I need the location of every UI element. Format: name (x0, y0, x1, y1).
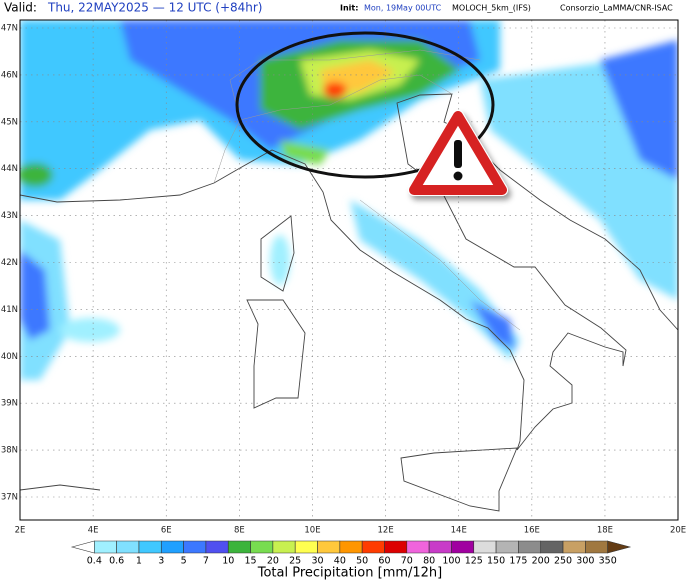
colorbar-swatch (205, 540, 229, 554)
colorbar-swatch (451, 540, 475, 554)
colorbar-swatch (495, 540, 519, 554)
lat-label: 39N (1, 399, 18, 409)
colorbar-swatch (94, 540, 117, 554)
colorbar-label: 125 (465, 556, 483, 567)
colorbar-label: 50 (356, 556, 368, 567)
lon-label: 12E (378, 526, 394, 536)
lon-label: 4E (88, 526, 99, 536)
lat-label: 38N (1, 446, 18, 456)
colorbar-swatch (317, 540, 341, 554)
colorbar: 0.4 0.6 1 3 5 7 10 15 20 25 30 40 50 60 70 80 100 125 150 1… (70, 540, 632, 567)
lon-label: 20E (670, 526, 686, 536)
colorbar-swatch (183, 540, 207, 554)
colorbar-swatch (339, 540, 363, 554)
precipitation-field (20, 20, 678, 380)
colorbar-label: 7 (203, 556, 209, 567)
colorbar-swatch (138, 540, 162, 554)
colorbar-label: 80 (423, 556, 435, 567)
colorbar-label: 10 (222, 556, 234, 567)
colorbar-label: 70 (401, 556, 413, 567)
model-name: MOLOCH_5km_(IFS) (452, 4, 531, 13)
map (20, 20, 678, 520)
init-time: Mon, 19May 00UTC (364, 4, 442, 13)
colorbar-label: 0.4 (87, 556, 102, 567)
colorbar-title: Total Precipitation [mm/12h] (257, 566, 443, 581)
lat-label: 44N (1, 164, 18, 174)
colorbar-swatch (585, 540, 608, 554)
colorbar-label: 3 (158, 556, 164, 567)
colorbar-swatch (294, 540, 318, 554)
lon-label: 8E (234, 526, 245, 536)
colorbar-swatch (540, 540, 564, 554)
lat-label: 46N (1, 70, 18, 80)
axis-labels: 47N 46N 45N 44N 43N 42N 41N 40N 39N 38N 37N 2E 4E 6E 8… (1, 24, 686, 536)
colorbar-swatch (518, 540, 542, 554)
lon-label: 14E (451, 526, 467, 536)
colorbar-swatch (227, 540, 251, 554)
lat-label: 47N (1, 24, 18, 34)
map-frame (19, 19, 679, 521)
colorbar-label: 15 (245, 556, 257, 567)
colorbar-swatch (250, 540, 274, 554)
colorbar-swatch (384, 540, 408, 554)
colorbar-label: 250 (554, 556, 572, 567)
colorbar-swatch (116, 540, 140, 554)
graticule (20, 20, 678, 520)
colorbar-swatch (361, 540, 385, 554)
lon-label: 16E (524, 526, 540, 536)
lon-label: 2E (15, 526, 26, 536)
init-label: Init: (340, 4, 358, 13)
colorbar-swatch (473, 540, 497, 554)
lat-label: 37N (1, 493, 18, 503)
colorbar-label: 175 (509, 556, 527, 567)
colorbar-swatch (406, 540, 430, 554)
colorbar-swatch (428, 540, 452, 554)
lon-label: 18E (597, 526, 613, 536)
lon-label: 6E (161, 526, 172, 536)
colorbar-label: 300 (576, 556, 594, 567)
colorbar-label: 30 (311, 556, 323, 567)
lat-label: 41N (1, 305, 18, 315)
colorbar-label: 5 (181, 556, 187, 567)
colorbar-swatch (607, 540, 632, 554)
colorbar-label: 200 (532, 556, 550, 567)
borders (213, 49, 521, 331)
colorbar-swatch (70, 540, 95, 554)
colorbar-label: 100 (442, 556, 460, 567)
lat-label: 40N (1, 352, 18, 362)
colorbar-swatch (272, 540, 296, 554)
lon-label: 10E (304, 526, 320, 536)
warning-sign (408, 110, 508, 196)
valid-time: Thu, 22MAY2025 — 12 UTC (+84hr) (47, 1, 262, 15)
highlight-ellipse (235, 31, 495, 179)
colorbar-swatch (562, 540, 586, 554)
colorbar-label: 40 (334, 556, 346, 567)
colorbar-label: 1 (136, 556, 142, 567)
valid-label: Valid: (4, 1, 37, 15)
credit: Consorzio_LaMMA/CNR-ISAC (560, 4, 673, 13)
lat-label: 45N (1, 117, 18, 127)
colorbar-label: 0.6 (109, 556, 124, 567)
lat-label: 42N (1, 258, 18, 268)
colorbar-swatch (160, 540, 184, 554)
colorbar-label: 350 (599, 556, 617, 567)
colorbar-label: 60 (378, 556, 390, 567)
colorbar-label: 20 (267, 556, 279, 567)
colorbar-label: 150 (487, 556, 505, 567)
lat-label: 43N (1, 211, 18, 221)
colorbar-label: 25 (289, 556, 301, 567)
